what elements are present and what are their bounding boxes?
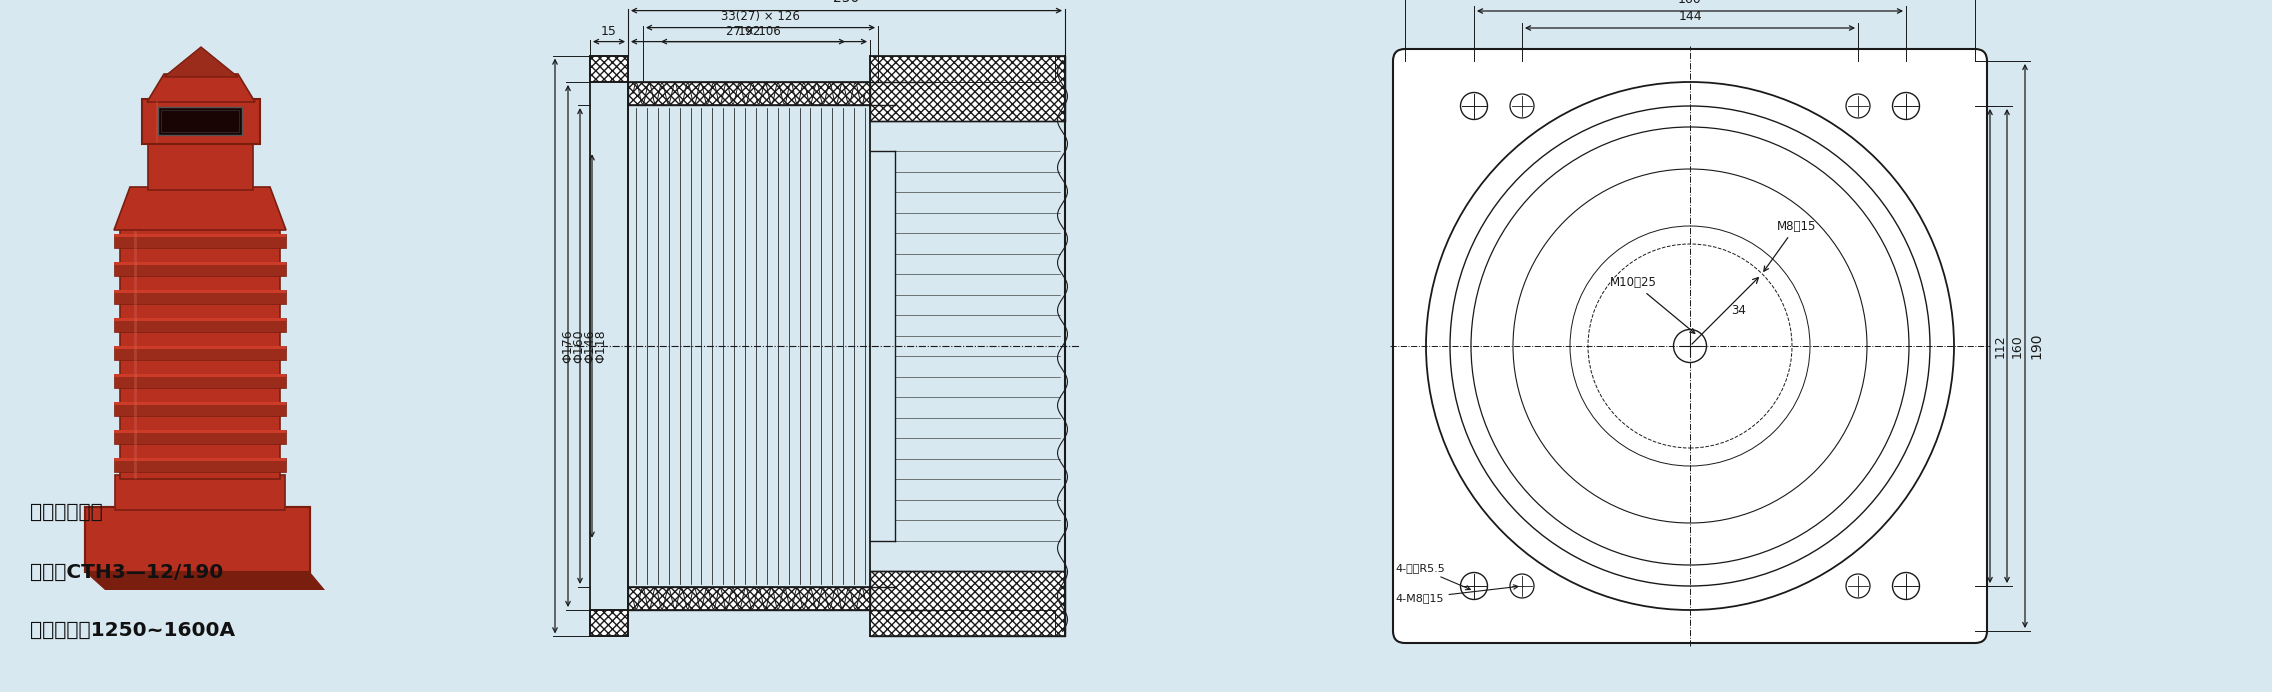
Text: 15: 15 bbox=[602, 25, 618, 37]
Bar bbox=[116, 475, 284, 510]
Bar bbox=[114, 290, 286, 304]
Bar bbox=[114, 374, 286, 388]
Text: Φ118: Φ118 bbox=[593, 329, 607, 363]
Bar bbox=[114, 234, 286, 248]
Bar bbox=[591, 610, 627, 637]
Text: Φ146: Φ146 bbox=[584, 329, 595, 363]
Text: 33(27) × 126: 33(27) × 126 bbox=[720, 10, 800, 23]
Text: 112: 112 bbox=[1995, 334, 2006, 358]
Text: 250: 250 bbox=[834, 0, 859, 5]
Text: M10深25: M10深25 bbox=[1611, 276, 1695, 334]
Bar bbox=[120, 224, 279, 479]
FancyBboxPatch shape bbox=[1393, 49, 1988, 643]
Bar bbox=[114, 234, 286, 237]
Text: 27 × 106: 27 × 106 bbox=[725, 25, 779, 37]
Text: 160: 160 bbox=[2011, 334, 2024, 358]
Bar bbox=[114, 458, 286, 472]
Bar bbox=[870, 571, 1066, 637]
Bar bbox=[114, 458, 286, 461]
Text: Φ176: Φ176 bbox=[561, 329, 575, 363]
Text: 型号：CTH3—12/190: 型号：CTH3—12/190 bbox=[30, 563, 223, 582]
Bar bbox=[114, 346, 286, 360]
Bar bbox=[591, 55, 627, 82]
Bar bbox=[627, 587, 870, 610]
Bar bbox=[114, 318, 286, 332]
Bar bbox=[114, 430, 286, 433]
Text: 192: 192 bbox=[736, 25, 761, 37]
Bar bbox=[114, 430, 286, 444]
Bar bbox=[114, 402, 286, 416]
Bar bbox=[148, 140, 252, 190]
Polygon shape bbox=[148, 74, 254, 102]
Bar bbox=[84, 507, 309, 572]
Bar bbox=[114, 374, 286, 377]
Bar bbox=[114, 262, 286, 265]
Bar bbox=[161, 110, 239, 132]
Text: 4-半球R5.5: 4-半球R5.5 bbox=[1395, 563, 1470, 590]
Bar bbox=[114, 262, 286, 276]
Text: 额定电流：1250~1600A: 额定电流：1250~1600A bbox=[30, 621, 234, 640]
Text: 144: 144 bbox=[1679, 10, 1702, 23]
Text: 名称：触头盒: 名称：触头盒 bbox=[30, 503, 102, 522]
Bar bbox=[114, 402, 286, 405]
Text: 34: 34 bbox=[1731, 304, 1745, 317]
Bar bbox=[870, 55, 1066, 121]
Bar bbox=[114, 318, 286, 321]
Bar bbox=[114, 290, 286, 293]
Polygon shape bbox=[84, 572, 325, 590]
Bar bbox=[114, 346, 286, 349]
Bar bbox=[141, 99, 259, 144]
Text: 4-M8深15: 4-M8深15 bbox=[1395, 585, 1518, 603]
Text: 190: 190 bbox=[2029, 333, 2043, 359]
Bar bbox=[870, 55, 1054, 82]
Text: 160: 160 bbox=[1679, 0, 1702, 6]
Text: Φ160: Φ160 bbox=[573, 329, 584, 363]
Bar bbox=[870, 610, 1054, 637]
Polygon shape bbox=[114, 187, 286, 230]
Text: M8深15: M8深15 bbox=[1763, 219, 1815, 271]
Bar bbox=[84, 507, 309, 572]
Bar bbox=[159, 107, 243, 135]
Polygon shape bbox=[164, 47, 239, 77]
Bar bbox=[627, 82, 870, 105]
